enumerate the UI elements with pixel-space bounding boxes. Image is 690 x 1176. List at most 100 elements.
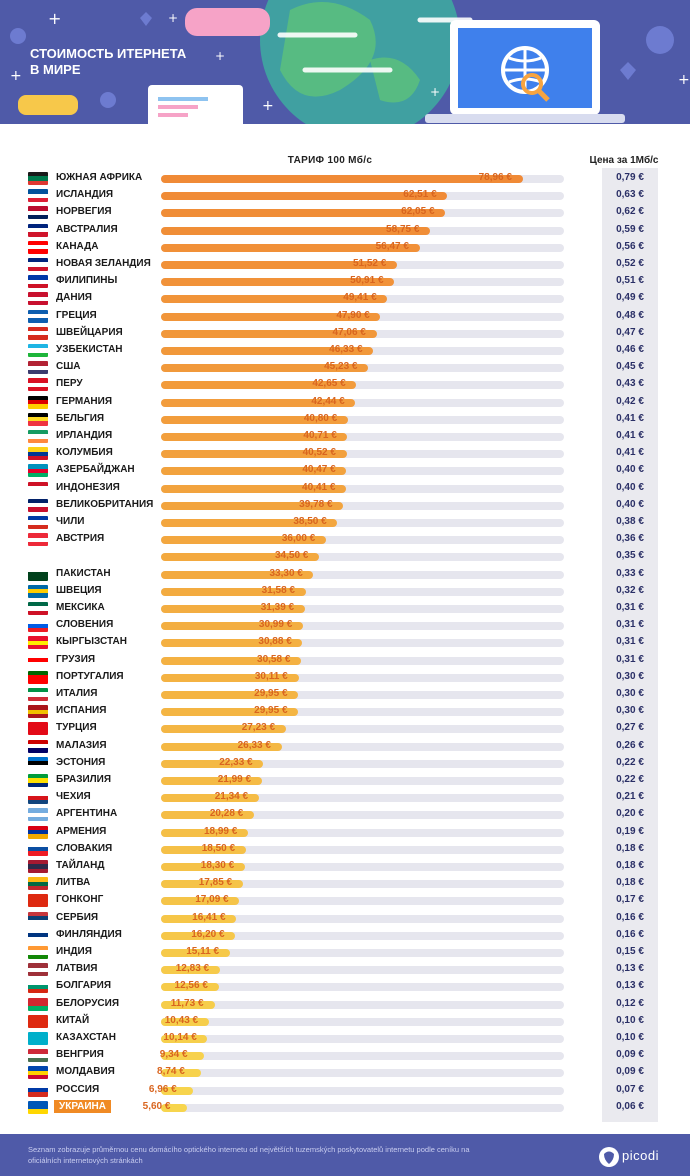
bar-value-label: 31,58 €: [261, 584, 295, 596]
price-per-mbps: 0,16 €: [616, 928, 644, 940]
chart-row: МАЛАЗИЯ 26,33 € 0,26 €: [0, 738, 690, 755]
bar-value-label: 12,56 €: [174, 980, 208, 992]
price-per-mbps: 0,07 €: [616, 1083, 644, 1095]
chart-row: ИНДОНЕЗИЯ 40,41 € 0,40 €: [0, 480, 690, 497]
bar-track: [161, 1086, 564, 1095]
chart-row: КИТАЙ 10,43 € 0,10 €: [0, 1013, 690, 1030]
bar-track: [161, 691, 564, 699]
bar-value-label: 62,05 €: [401, 206, 435, 218]
bar-track: [161, 828, 564, 837]
country-label: НОРВЕГИЯ: [56, 206, 112, 218]
bar-value-label: 30,88 €: [258, 636, 292, 648]
country-flag-icon: [28, 653, 48, 667]
country-label: ПЕРУ: [56, 378, 83, 390]
country-flag-icon: [28, 963, 48, 977]
chart-row: ФИНЛЯНДИЯ 16,20 € 0,16 €: [0, 927, 690, 944]
country-label: ПАКИСТАН: [56, 567, 111, 579]
country-label: МОЛДАВИЯ: [56, 1066, 115, 1078]
country-label: ВЕНГРИЯ: [56, 1049, 104, 1061]
bar: [161, 450, 347, 459]
price-per-mbps: 0,21 €: [616, 791, 644, 803]
bar-value-label: 18,30 €: [200, 860, 235, 871]
country-flag-icon: [28, 670, 48, 684]
bar-value-label: 47,06 €: [332, 326, 366, 338]
bar-value-label: 10,43 €: [164, 1014, 199, 1026]
country-label: РОССИЯ: [56, 1083, 100, 1095]
country-label: ПОРТУГАЛИЯ: [56, 670, 124, 682]
price-per-mbps: 0,09 €: [616, 1049, 644, 1061]
bar-track: [161, 639, 564, 648]
price-per-mbps: 0,43 €: [616, 378, 644, 390]
bar: [161, 261, 397, 269]
bar: [161, 192, 448, 201]
bar-value-label: 21,34 €: [214, 791, 249, 803]
bar-track: [161, 673, 564, 682]
header-illustration: + + + + + + +: [10, 0, 690, 124]
chart-row: НОРВЕГИЯ 62,05 € 0,62 €: [0, 204, 690, 221]
country-label: ЛИТВА: [56, 877, 91, 889]
bar-value-label: 38,50 €: [293, 516, 327, 527]
chart-row: ЛИТВА 17,85 € 0,18 €: [0, 875, 690, 892]
bar: [161, 501, 344, 510]
country-label: ИРЛАНДИЯ: [56, 430, 113, 441]
bar-value-label: 46,33 €: [329, 344, 363, 355]
price-per-mbps: 0,12 €: [616, 997, 644, 1009]
bar-value-label: 50,91 €: [350, 275, 384, 287]
tarif-column-header: ТАРИФ 100 Мб/с: [287, 155, 373, 166]
country-label: ФИЛИПИНЫ: [56, 275, 118, 287]
country-label: БЕЛОРУСИЯ: [56, 997, 120, 1009]
bar: [161, 381, 357, 390]
chart-row: РОССИЯ 6,96 € 0,07 €: [0, 1082, 690, 1099]
bar-track: [161, 433, 564, 441]
bar: [161, 1000, 215, 1009]
price-per-mbps: 0,30 €: [616, 705, 644, 717]
country-flag-icon: [28, 189, 48, 203]
chart-row: ДАНИЯ 49,41 € 0,49 €: [0, 290, 690, 307]
price-per-mbps: 0,40 €: [616, 498, 644, 510]
bar: [161, 1103, 187, 1112]
bar-track: [161, 501, 564, 510]
chart-row: 34,50 € 0,35 €: [0, 548, 690, 565]
price-column-background: [602, 168, 658, 1122]
country-flag-icon: [28, 774, 48, 787]
bar-value-label: 16,41 €: [192, 911, 226, 923]
chart-row: АРГЕНТИНА 20,28 € 0,20 €: [0, 806, 690, 823]
country-label: ФИНЛЯНДИЯ: [56, 928, 122, 940]
chart-row: ВЕЛИКОБРИТАНИЯ 39,78 € 0,40 €: [0, 497, 690, 514]
country-label: ЮЖНАЯ АФРИКА: [56, 172, 143, 183]
bar: [161, 243, 420, 252]
price-per-mbps: 0,56 €: [616, 240, 644, 252]
price-per-mbps: 0,51 €: [616, 275, 644, 287]
country-label: ШВЕЦИЯ: [56, 584, 102, 596]
bar-track: [161, 605, 564, 613]
country-flag-icon: [28, 481, 48, 495]
chart-row: ГЕРМАНИЯ 42,44 € 0,42 €: [0, 394, 690, 411]
price-per-mbps: 0,06 €: [616, 1100, 644, 1112]
bar: [161, 863, 245, 871]
bar-value-label: 40,52 €: [302, 447, 336, 459]
bar: [161, 914, 237, 923]
bar-value-label: 9,34 €: [159, 1049, 188, 1061]
bar-track: [161, 381, 564, 390]
country-flag-icon: [28, 946, 48, 959]
price-per-mbps: 0,33 €: [616, 567, 644, 579]
country-flag-icon: [28, 894, 48, 908]
bar: [161, 708, 299, 717]
footer-note: Seznam zobrazuje průměrnou cenu domácího…: [28, 1145, 470, 1165]
price-column-header: Цена за 1Мб/с: [589, 155, 659, 166]
bar-track: [161, 415, 564, 424]
bar-track: [161, 794, 564, 803]
country-flag-icon: [28, 275, 48, 289]
chart-row: БРАЗИЛИЯ 21,99 € 0,22 €: [0, 772, 690, 789]
price-per-mbps: 0,13 €: [616, 980, 644, 992]
bar: [161, 1069, 202, 1078]
bar: [161, 794, 259, 803]
country-flag-icon: [28, 430, 48, 443]
price-per-mbps: 0,30 €: [616, 670, 644, 682]
picodi-logo-icon: [599, 1147, 619, 1167]
price-per-mbps: 0,52 €: [616, 258, 644, 269]
bar: [161, 622, 303, 631]
bar-track: [161, 1000, 564, 1009]
bar: [161, 484, 347, 493]
bar: [161, 209, 446, 218]
